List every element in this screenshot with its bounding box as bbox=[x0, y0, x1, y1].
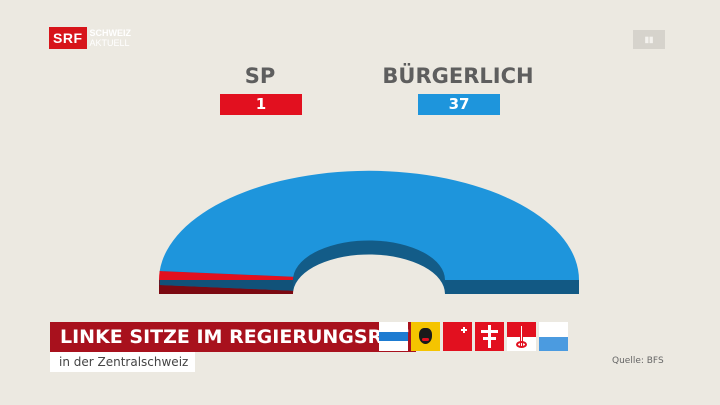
srf-logo: SRF SCHWEIZ AKTUELL bbox=[49, 26, 131, 50]
seat-count-buergerlich: 37 bbox=[418, 94, 500, 115]
srf-logo-mark: SRF bbox=[49, 27, 87, 49]
source-note: Quelle: BFS bbox=[612, 356, 664, 366]
schwyz-flag-icon bbox=[443, 322, 472, 351]
chart-subtitle: in der Zentralschweiz bbox=[50, 352, 196, 372]
seat-count-sp: 1 bbox=[220, 94, 302, 115]
obwalden-flag-icon bbox=[507, 322, 536, 351]
channel-bug-icon: ▮▮ bbox=[633, 30, 665, 49]
segment-sp bbox=[159, 270, 294, 280]
logo-line-1: SCHWEIZ bbox=[89, 28, 132, 38]
logo-line-2: AKTUELL bbox=[89, 38, 130, 48]
legend-label-sp: SP bbox=[244, 64, 276, 88]
segment-bürgerlich bbox=[159, 170, 579, 280]
luzern-flag-icon bbox=[539, 322, 568, 351]
uri-flag-icon bbox=[411, 322, 440, 351]
canton-flags bbox=[379, 322, 568, 351]
segment-edge-end bbox=[445, 280, 579, 294]
zug-flag-icon bbox=[379, 322, 408, 351]
legend-label-buergerlich: BÜRGERLICH bbox=[382, 64, 534, 88]
nidwalden-flag-icon bbox=[475, 322, 504, 351]
srf-logo-text: SCHWEIZ AKTUELL bbox=[90, 28, 132, 48]
chart-title: LINKE SITZE IM REGIERUNGSRAT bbox=[50, 322, 417, 352]
